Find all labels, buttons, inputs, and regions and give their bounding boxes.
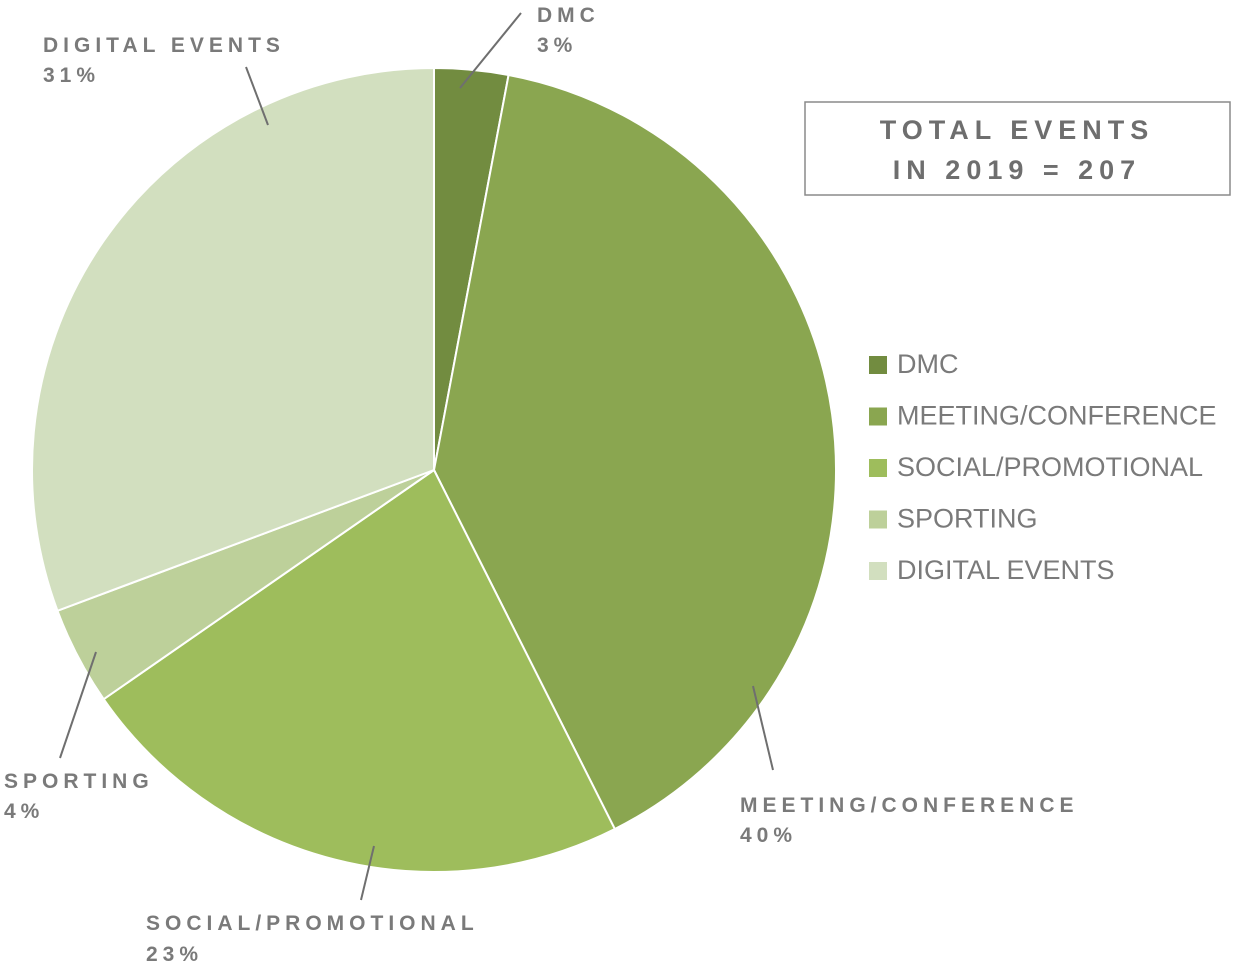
pie-slice-meeting-conference <box>432 73 837 831</box>
data-label-name: MEETING/CONFERENCE <box>740 794 1079 817</box>
leader-line <box>59 651 97 759</box>
pie-slices <box>31 66 837 873</box>
data-label-percent: 31% <box>43 64 100 87</box>
data-label-percent: 40% <box>740 824 797 847</box>
data-label-name: DMC <box>537 4 600 27</box>
legend-swatch <box>869 562 887 580</box>
legend-swatch <box>869 510 887 529</box>
total-events-line-2: IN 2019 = 207 <box>893 155 1141 185</box>
legend-swatch <box>869 459 887 477</box>
data-label-name: SOCIAL/PROMOTIONAL <box>146 912 479 935</box>
legend-item-label: SOCIAL/PROMOTIONAL <box>897 452 1203 482</box>
data-label-percent: 23% <box>146 943 203 966</box>
leader-line <box>245 66 269 126</box>
legend-swatch <box>869 407 887 426</box>
callout-labels: DMC 3% MEETING/CONFERENCE 40% SOCIAL/PROMOTI… <box>4 4 1079 966</box>
leader-line <box>360 845 375 901</box>
legend-item-label: MEETING/CONFERENCE <box>897 401 1217 431</box>
leader-lines <box>59 12 774 901</box>
total-events-frame <box>804 101 1231 196</box>
legend: DMC MEETING/CONFERENCE SOCIAL/PROMOTIONAL S… <box>869 349 1217 585</box>
legend-item-label: DIGITAL EVENTS <box>897 555 1115 585</box>
pie-slice-social-promotional <box>102 468 617 873</box>
data-label-percent: 4% <box>4 800 44 823</box>
total-events-line-1: TOTAL EVENTS <box>880 115 1155 145</box>
legend-item-label: SPORTING <box>897 504 1038 534</box>
leader-line <box>752 685 774 771</box>
data-label-name: SPORTING <box>4 770 154 793</box>
legend-swatch <box>869 356 887 374</box>
legend-item-label: DMC <box>897 349 959 379</box>
leader-line <box>459 12 522 89</box>
pie-slice-digital-events <box>31 66 435 613</box>
data-label-percent: 3% <box>537 34 577 57</box>
total-events-box: TOTAL EVENTS IN 2019 = 207 <box>804 101 1231 196</box>
data-label-name: DIGITAL EVENTS <box>43 34 285 57</box>
